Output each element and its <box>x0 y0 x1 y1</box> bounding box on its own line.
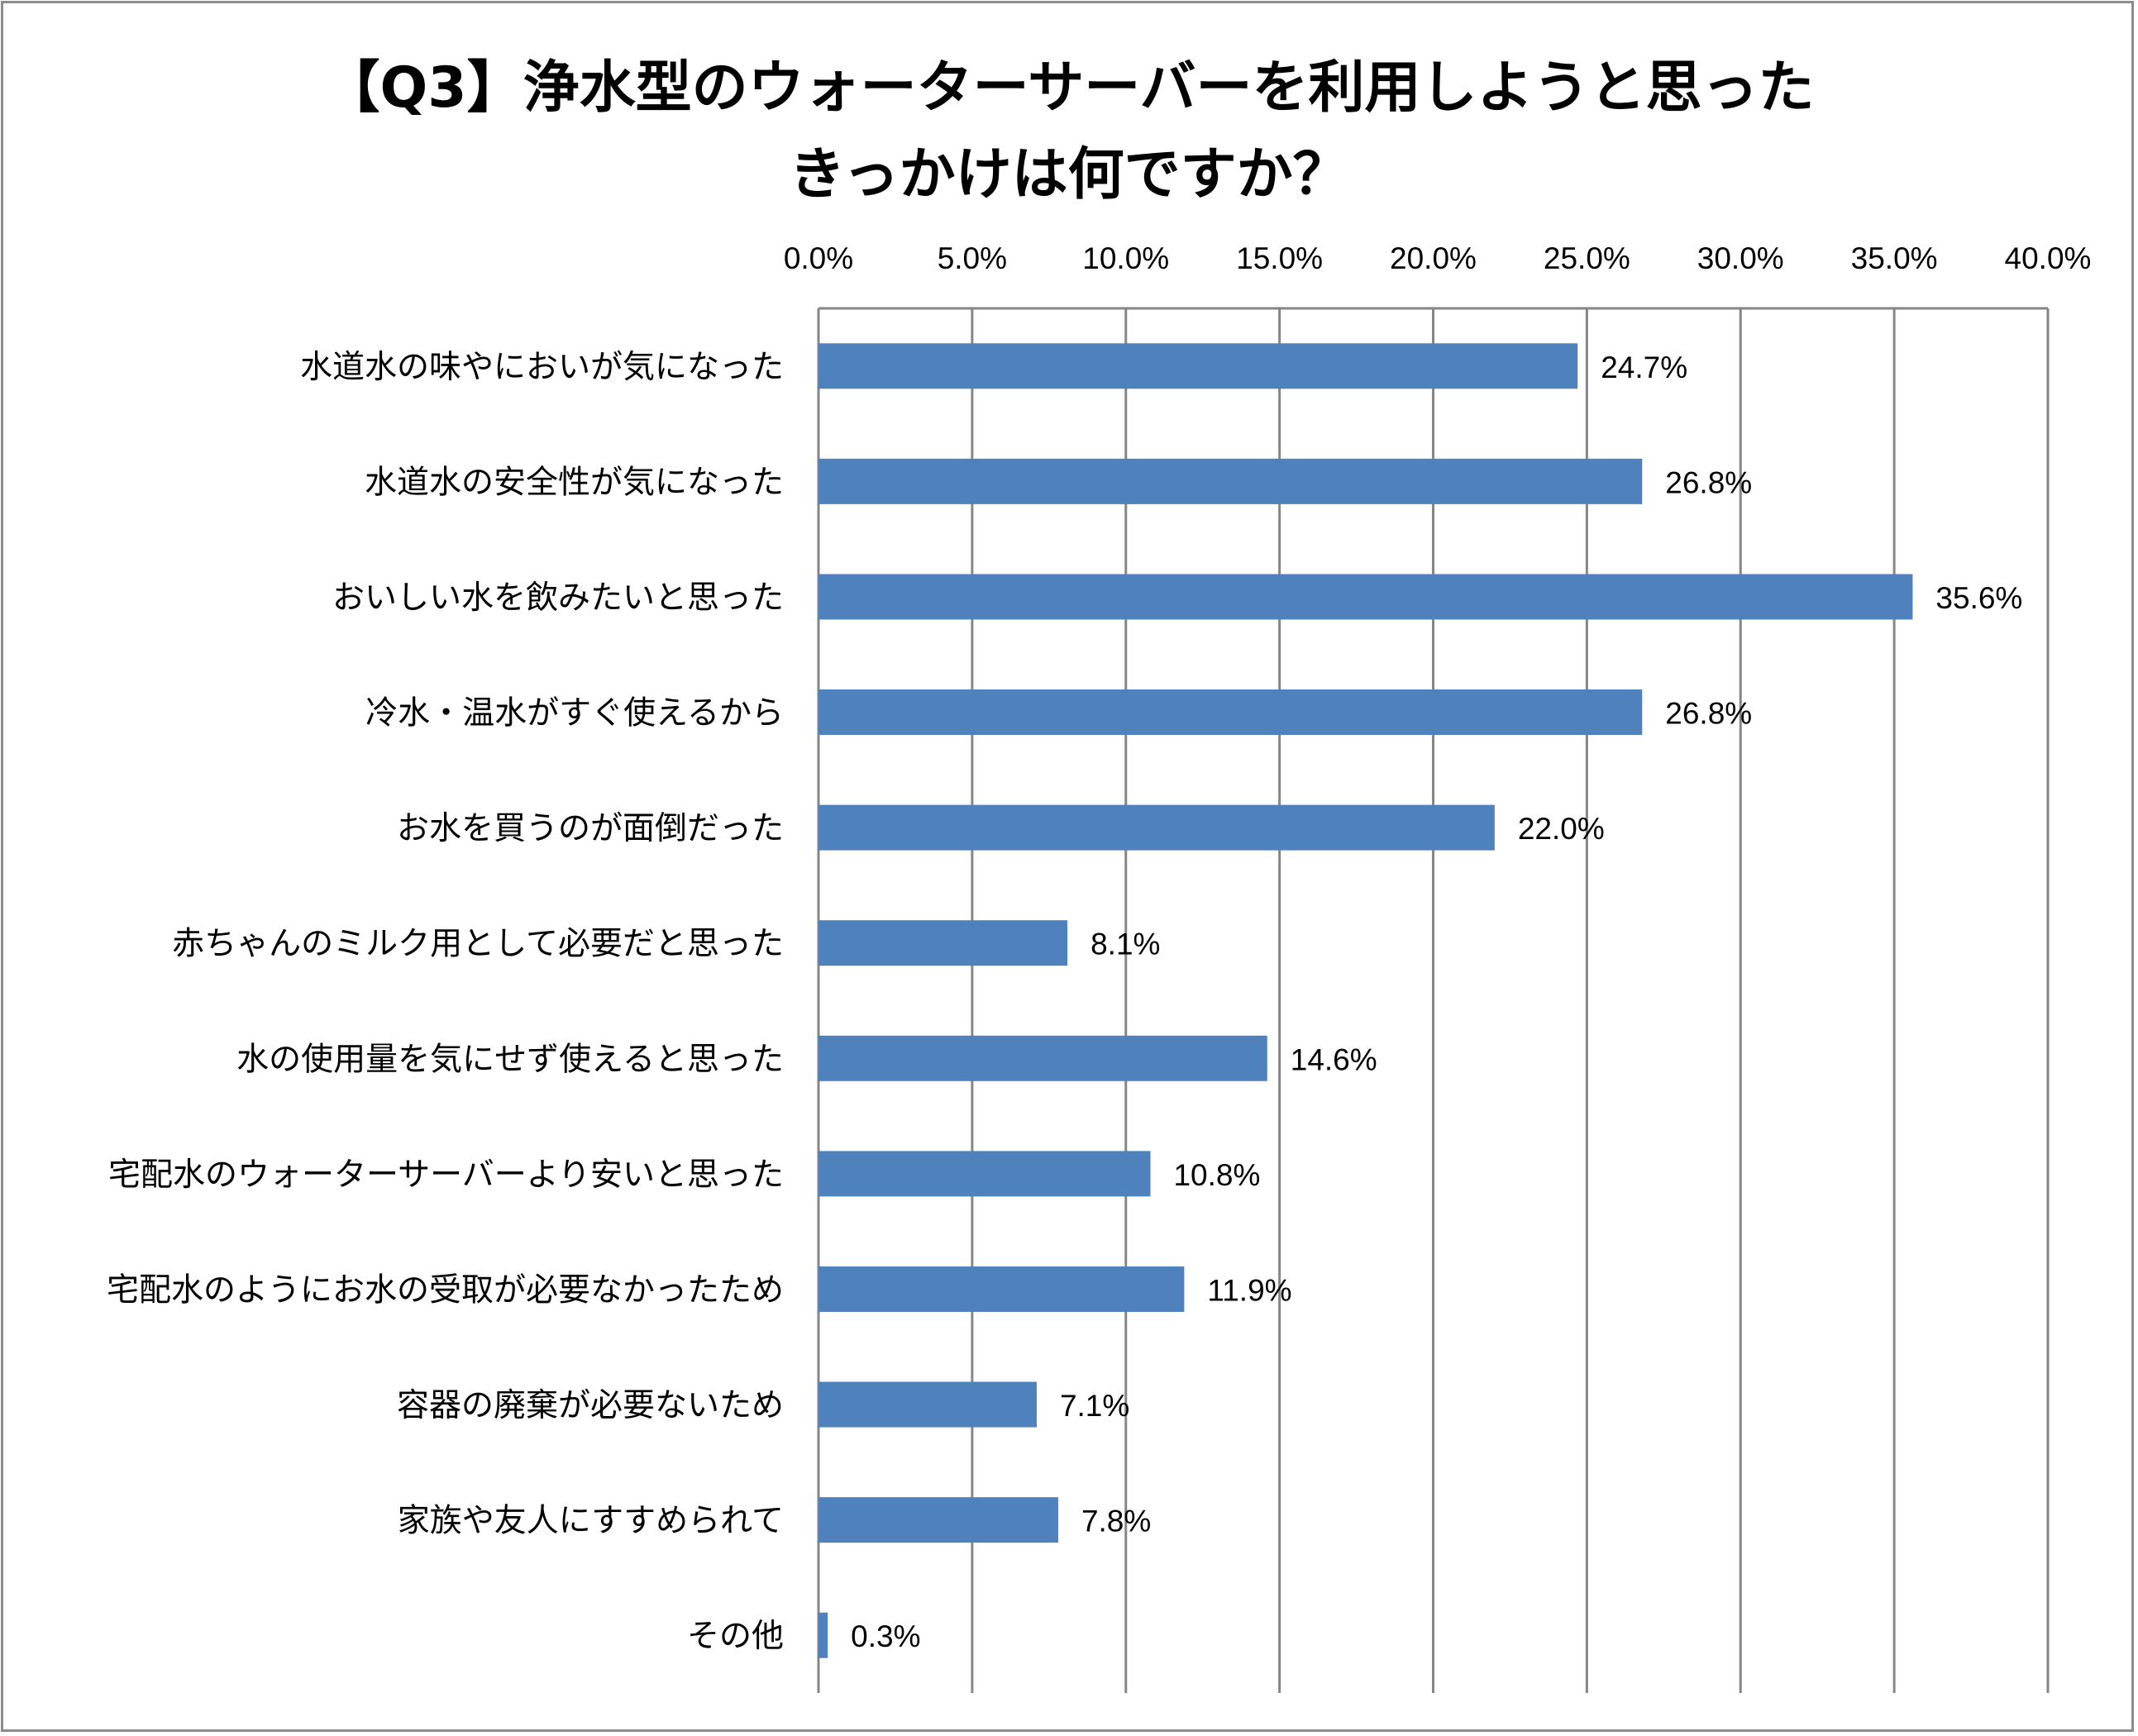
x-tick-label: 35.0% <box>1851 241 1938 275</box>
bar <box>818 920 1068 966</box>
bar <box>818 458 1643 504</box>
bar <box>818 1151 1151 1197</box>
data-label: 10.8% <box>1173 1158 1260 1192</box>
bar <box>818 1497 1058 1543</box>
category-label: 水道水の安全性が気になった <box>365 464 784 501</box>
category-label: 宅配水のようにお水の受取が必要なかったため <box>107 1271 784 1309</box>
data-label: 26.8% <box>1665 697 1752 731</box>
data-label: 8.1% <box>1090 928 1160 961</box>
chart-title-line2: きっかけは何ですか？ <box>789 142 1349 207</box>
category-label: お水を買うのが面倒だった <box>397 810 784 847</box>
x-tick-label: 10.0% <box>1082 241 1169 275</box>
data-label: 35.6% <box>1935 581 2022 615</box>
data-label: 7.1% <box>1060 1389 1129 1423</box>
data-label: 24.7% <box>1601 351 1687 384</box>
bar <box>818 1381 1037 1428</box>
bar <box>818 1612 828 1658</box>
bar <box>818 1266 1185 1312</box>
bar <box>818 689 1643 736</box>
data-label: 0.3% <box>851 1619 920 1653</box>
x-tick-label: 40.0% <box>2005 241 2092 275</box>
x-tick-label: 15.0% <box>1236 241 1323 275</box>
category-label: 容器の廃棄が必要ないため <box>397 1387 784 1424</box>
category-label: 家族や友人にすすめられて <box>398 1503 784 1540</box>
bar <box>818 804 1495 851</box>
data-label: 14.6% <box>1291 1042 1377 1076</box>
x-tick-label: 0.0% <box>784 241 853 275</box>
category-label: 水道水の味やにおいが気になった <box>300 349 784 386</box>
category-label: 赤ちゃんのミルク用として必要だと思った <box>172 926 784 963</box>
x-tick-label: 5.0% <box>938 241 1007 275</box>
data-label: 22.0% <box>1518 812 1605 846</box>
bar <box>818 1035 1267 1081</box>
category-label: その他 <box>687 1618 784 1655</box>
chart-title-line1: 【Q3】浄水型のウォーターサーバーを利用しようと思った <box>323 55 1815 121</box>
data-label: 7.8% <box>1081 1505 1151 1538</box>
category-label: 水の使用量を気にせず使えると思った <box>236 1041 784 1078</box>
data-label: 11.9% <box>1207 1273 1291 1307</box>
x-tick-label: 25.0% <box>1544 241 1630 275</box>
category-label: 冷水・温水がすぐ使えるから <box>365 695 784 732</box>
x-tick-label: 20.0% <box>1390 241 1477 275</box>
data-label: 26.8% <box>1665 465 1752 499</box>
x-tick-label: 30.0% <box>1697 241 1784 275</box>
bar <box>818 574 1913 620</box>
category-label: おいしい水を飲みたいと思った <box>332 579 784 617</box>
bar <box>818 343 1578 389</box>
category-label: 宅配水のウォーターサーバーより安いと思った <box>108 1157 784 1194</box>
